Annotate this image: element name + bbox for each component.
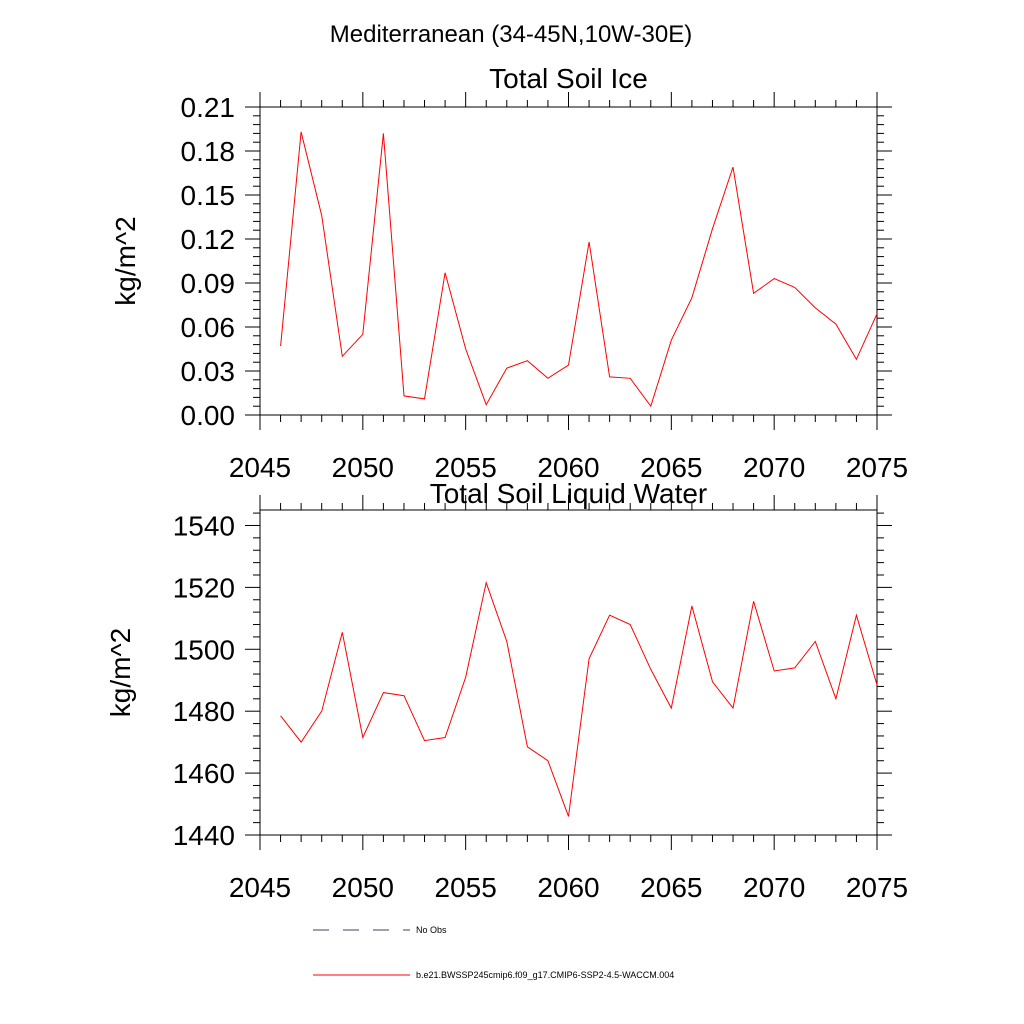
y-tick-label: 0.21 [181, 92, 236, 123]
y-tick-label: 0.00 [181, 400, 236, 431]
x-tick-label: 2045 [229, 872, 291, 903]
x-tick-label: 2060 [537, 452, 599, 483]
series-line [280, 131, 878, 408]
y-tick-label: 0.03 [181, 356, 236, 387]
x-tick-label: 2075 [846, 872, 908, 903]
legend-label-no-obs: No Obs [416, 925, 447, 935]
series-line [280, 580, 878, 817]
y-axis-label: kg/m^2 [105, 628, 136, 717]
y-tick-label: 0.09 [181, 268, 236, 299]
x-tick-label: 2075 [846, 452, 908, 483]
y-tick-label: 1520 [173, 572, 235, 603]
x-tick-label: 2060 [537, 872, 599, 903]
x-tick-label: 2045 [229, 452, 291, 483]
y-tick-label: 1500 [173, 634, 235, 665]
x-tick-label: 2050 [332, 452, 394, 483]
figure-title: Mediterranean (34-45N,10W-30E) [330, 21, 692, 48]
y-tick-label: 1460 [173, 758, 235, 789]
x-tick-label: 2050 [332, 872, 394, 903]
y-tick-label: 1540 [173, 510, 235, 541]
y-tick-label: 0.18 [181, 136, 236, 167]
panel-title: Total Soil Ice [489, 63, 648, 94]
x-tick-label: 2070 [743, 872, 805, 903]
panel-total-soil-ice: Total Soil Ice 2045 2050 2055 2060 2065 2070 20… [110, 63, 908, 483]
plot-frame [259, 509, 878, 836]
plot-frame [259, 106, 878, 416]
x-tick-label: 2055 [435, 452, 497, 483]
y-tick-label: 0.06 [181, 312, 236, 343]
y-tick-label: 0.12 [181, 224, 236, 255]
y-tick-label: 1480 [173, 696, 235, 727]
x-tick-label: 2055 [435, 872, 497, 903]
y-tick-label: 1440 [173, 820, 235, 851]
x-tick-label: 2070 [743, 452, 805, 483]
legend: No Obs b.e21.BWSSP245cmip6.f09_g17.CMIP6… [313, 925, 674, 980]
x-tick-label: 2065 [640, 452, 702, 483]
x-tick-label: 2065 [640, 872, 702, 903]
legend-label-model-run: b.e21.BWSSP245cmip6.f09_g17.CMIP6-SSP2-4… [416, 970, 674, 980]
y-axis-label: kg/m^2 [110, 216, 141, 305]
y-tick-label: 0.15 [181, 180, 236, 211]
